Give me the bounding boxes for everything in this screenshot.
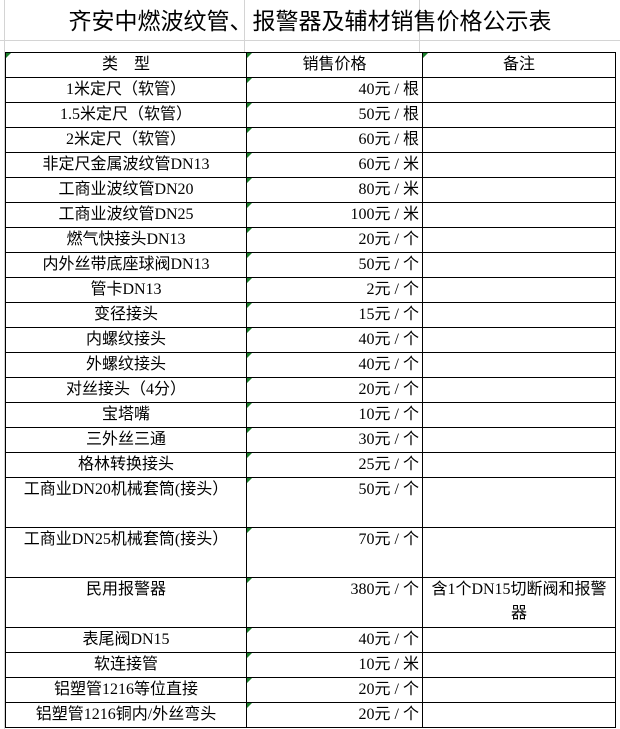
note-cell[interactable] <box>422 327 616 353</box>
price-cell[interactable]: 10元 / 个 <box>246 402 423 428</box>
note-cell[interactable] <box>422 252 616 278</box>
price-cell[interactable]: 25元 / 个 <box>246 452 423 478</box>
table-row: 铝塑管1216铜内/外丝弯头 20元 / 个 <box>5 702 616 728</box>
table-row: 变径接头 15元 / 个 <box>5 302 616 328</box>
note-cell[interactable] <box>422 202 616 228</box>
note-cell[interactable] <box>422 452 616 478</box>
type-cell[interactable]: 管卡DN13 <box>5 277 247 303</box>
price-cell[interactable]: 100元 / 米 <box>246 202 423 228</box>
table-row: 民用报警器 380元 / 个含1个DN15切断阀和报警器 <box>5 577 616 628</box>
table-row: 工商业DN20机械套筒(接头） 50元 / 个 <box>5 477 616 528</box>
table-row: 内外丝带底座球阀DN13 50元 / 个 <box>5 252 616 278</box>
note-cell[interactable]: 含1个DN15切断阀和报警器 <box>422 577 616 628</box>
table-row: 铝塑管1216等位直接 20元 / 个 <box>5 677 616 703</box>
type-cell[interactable]: 变径接头 <box>5 302 247 328</box>
header-type[interactable]: 类 型 <box>5 52 247 78</box>
type-cell[interactable]: 1.5米定尺（软管） <box>5 102 247 128</box>
table-row: 对丝接头（4分） 20元 / 个 <box>5 377 616 403</box>
price-cell[interactable]: 20元 / 个 <box>246 702 423 728</box>
table-row: 管卡DN13 2元 / 个 <box>5 277 616 303</box>
table-row: 1.5米定尺（软管） 50元 / 根 <box>5 102 616 128</box>
table-row: 格林转换接头 25元 / 个 <box>5 452 616 478</box>
table-row: 工商业DN25机械套筒(接头） 70元 / 个 <box>5 527 616 578</box>
table-row: 1米定尺（软管） 40元 / 根 <box>5 77 616 103</box>
sheet-title[interactable]: 齐安中燃波纹管、报警器及辅材销售价格公示表 <box>68 9 552 34</box>
price-cell[interactable]: 30元 / 个 <box>246 427 423 453</box>
note-cell[interactable] <box>422 677 616 703</box>
price-cell[interactable]: 50元 / 根 <box>246 102 423 128</box>
table-row: 软连接管 10元 / 米 <box>5 652 616 678</box>
table-row: 2米定尺（软管） 60元 / 根 <box>5 127 616 153</box>
type-cell[interactable]: 宝塔嘴 <box>5 402 247 428</box>
type-cell[interactable]: 燃气快接头DN13 <box>5 227 247 253</box>
price-cell[interactable]: 15元 / 个 <box>246 302 423 328</box>
type-cell[interactable]: 外螺纹接头 <box>5 352 247 378</box>
type-cell[interactable]: 内螺纹接头 <box>5 327 247 353</box>
price-cell[interactable]: 60元 / 根 <box>246 127 423 153</box>
table-row: 燃气快接头DN13 20元 / 个 <box>5 227 616 253</box>
type-cell[interactable]: 非定尺金属波纹管DN13 <box>5 152 247 178</box>
type-cell[interactable]: 对丝接头（4分） <box>5 377 247 403</box>
price-cell[interactable]: 20元 / 个 <box>246 677 423 703</box>
table-row: 表尾阀DN15 40元 / 个 <box>5 627 616 653</box>
type-cell[interactable]: 1米定尺（软管） <box>5 77 247 103</box>
type-cell[interactable]: 软连接管 <box>5 652 247 678</box>
note-cell[interactable] <box>422 652 616 678</box>
table-row: 工商业波纹管DN20 80元 / 米 <box>5 177 616 203</box>
table-row: 外螺纹接头 40元 / 个 <box>5 352 616 378</box>
table-row: 工商业波纹管DN25 100元 / 米 <box>5 202 616 228</box>
note-cell[interactable] <box>422 702 616 728</box>
type-cell[interactable]: 工商业波纹管DN25 <box>5 202 247 228</box>
header-row: 类 型 销售价格 备注 <box>5 52 616 78</box>
note-cell[interactable] <box>422 402 616 428</box>
type-cell[interactable]: 2米定尺（软管） <box>5 127 247 153</box>
note-cell[interactable] <box>422 427 616 453</box>
price-cell[interactable]: 70元 / 个 <box>246 527 423 578</box>
note-cell[interactable] <box>422 77 616 103</box>
price-cell[interactable]: 40元 / 个 <box>246 627 423 653</box>
note-cell[interactable] <box>422 277 616 303</box>
price-cell[interactable]: 50元 / 个 <box>246 252 423 278</box>
price-cell[interactable]: 40元 / 个 <box>246 352 423 378</box>
price-cell[interactable]: 80元 / 米 <box>246 177 423 203</box>
type-cell[interactable]: 民用报警器 <box>5 577 247 628</box>
price-cell[interactable]: 2元 / 个 <box>246 277 423 303</box>
header-price[interactable]: 销售价格 <box>246 52 423 78</box>
type-cell[interactable]: 表尾阀DN15 <box>5 627 247 653</box>
note-cell[interactable] <box>422 302 616 328</box>
price-table: 类 型 销售价格 备注 1米定尺（软管） 40元 / 根 1.5米定尺（软管） 50元… <box>5 52 616 728</box>
price-cell[interactable]: 380元 / 个 <box>246 577 423 628</box>
table-row: 非定尺金属波纹管DN13 60元 / 米 <box>5 152 616 178</box>
price-cell[interactable]: 40元 / 个 <box>246 327 423 353</box>
header-note[interactable]: 备注 <box>422 52 616 78</box>
type-cell[interactable]: 工商业DN25机械套筒(接头） <box>5 527 247 578</box>
type-cell[interactable]: 工商业波纹管DN20 <box>5 177 247 203</box>
type-cell[interactable]: 工商业DN20机械套筒(接头） <box>5 477 247 528</box>
note-cell[interactable] <box>422 152 616 178</box>
type-cell[interactable]: 三外丝三通 <box>5 427 247 453</box>
type-cell[interactable]: 格林转换接头 <box>5 452 247 478</box>
note-cell[interactable] <box>422 477 616 528</box>
price-cell[interactable]: 40元 / 根 <box>246 77 423 103</box>
note-cell[interactable] <box>422 177 616 203</box>
note-cell[interactable] <box>422 227 616 253</box>
table-row: 内螺纹接头 40元 / 个 <box>5 327 616 353</box>
table-row: 三外丝三通 30元 / 个 <box>5 427 616 453</box>
price-cell[interactable]: 20元 / 个 <box>246 377 423 403</box>
price-cell[interactable]: 60元 / 米 <box>246 152 423 178</box>
price-cell[interactable]: 50元 / 个 <box>246 477 423 528</box>
note-cell[interactable] <box>422 377 616 403</box>
price-cell[interactable]: 10元 / 米 <box>246 652 423 678</box>
price-cell[interactable]: 20元 / 个 <box>246 227 423 253</box>
note-cell[interactable] <box>422 102 616 128</box>
note-cell[interactable] <box>422 527 616 578</box>
type-cell[interactable]: 铝塑管1216铜内/外丝弯头 <box>5 702 247 728</box>
type-cell[interactable]: 铝塑管1216等位直接 <box>5 677 247 703</box>
note-cell[interactable] <box>422 627 616 653</box>
table-row: 宝塔嘴 10元 / 个 <box>5 402 616 428</box>
note-cell[interactable] <box>422 352 616 378</box>
type-cell[interactable]: 内外丝带底座球阀DN13 <box>5 252 247 278</box>
note-cell[interactable] <box>422 127 616 153</box>
